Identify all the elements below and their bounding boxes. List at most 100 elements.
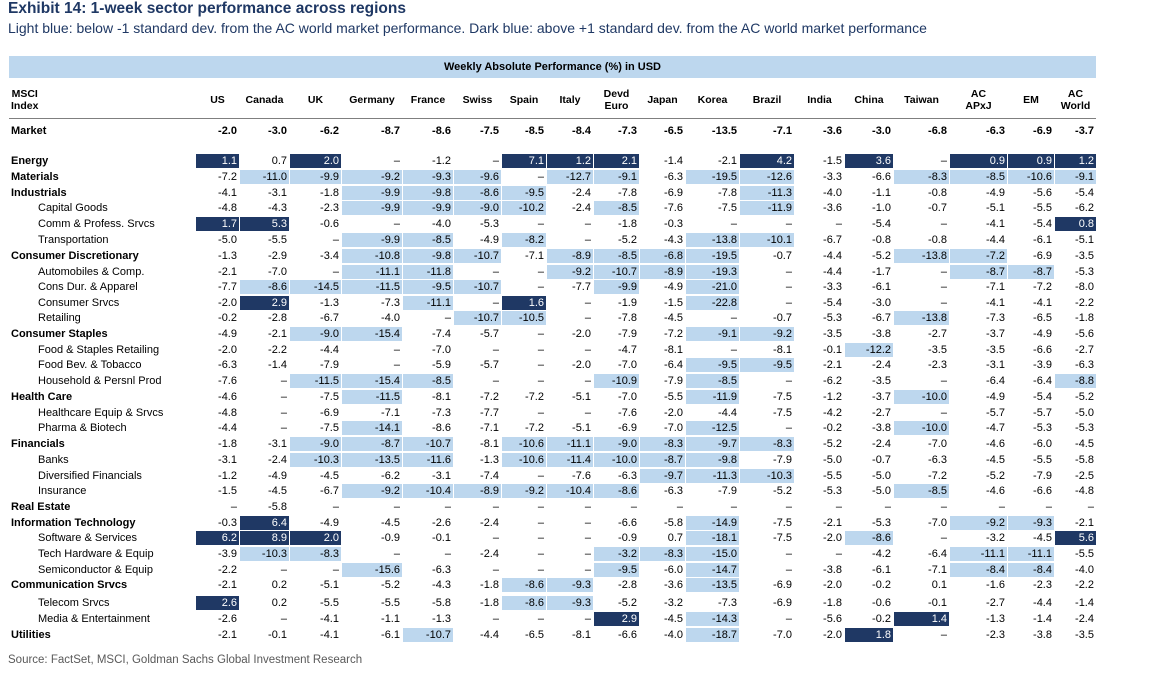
table-cell: -7.0 <box>928 438 947 450</box>
table-cell: – <box>537 470 544 482</box>
table-cell: -6.9 <box>1033 125 1052 137</box>
table-cell: -6.9 <box>664 187 683 199</box>
table-cell: -2.4 <box>572 187 591 199</box>
table-cell: – <box>584 407 591 419</box>
table-cell: -2.4 <box>572 202 591 214</box>
table-cell: -8.5 <box>403 233 453 247</box>
table-cell: 1.4 <box>894 612 949 626</box>
table-cell: -8.9 <box>640 265 685 279</box>
table-cell: 1.6 <box>502 296 546 310</box>
table-cell: -5.4 <box>1033 391 1052 403</box>
table-cell: -1.3 <box>320 297 339 309</box>
table-cell: – <box>584 564 591 576</box>
row-label: Health Care <box>11 391 73 403</box>
table-cell: -9.2 <box>950 516 1007 530</box>
table-cell: -4.4 <box>1033 597 1052 609</box>
table-cell: – <box>1087 501 1094 513</box>
table-cell: 1.7 <box>196 217 239 231</box>
table-cell: -14.3 <box>686 612 739 626</box>
table-cell: -0.1 <box>928 597 947 609</box>
table-cell: 2.1 <box>594 154 639 168</box>
table-cell: – <box>884 501 891 513</box>
table-cell: -11.5 <box>290 374 341 388</box>
table-cell: -7.1 <box>525 250 544 262</box>
table-cell: -8.6 <box>845 531 893 545</box>
table-cell: 0.7 <box>667 532 683 544</box>
table-cell: -8.3 <box>640 437 685 451</box>
table-cell: -7.9 <box>320 359 339 371</box>
table-cell: 1.1 <box>196 154 239 168</box>
table-cell: -3.4 <box>320 250 339 262</box>
table-cell: -1.4 <box>1033 613 1052 625</box>
table-cell: -0.9 <box>618 532 637 544</box>
table-cell: 2.0 <box>290 154 341 168</box>
table-cell: 8.9 <box>240 531 289 545</box>
row-label: Diversified Financials <box>38 470 142 482</box>
table-cell: -2.0 <box>823 579 842 591</box>
table-cell: 4.2 <box>740 154 794 168</box>
table-cell: – <box>393 344 400 356</box>
table-cell: – <box>537 532 544 544</box>
table-cell: -2.4 <box>268 454 287 466</box>
table-cell: -1.1 <box>872 187 891 199</box>
table-cell: -5.4 <box>1075 187 1094 199</box>
table-cell: – <box>785 564 792 576</box>
table-cell: -9.5 <box>594 563 639 577</box>
table-cell: -4.9 <box>320 517 339 529</box>
table-cell: -7.9 <box>773 454 792 466</box>
table-cell: -6.0 <box>1033 438 1052 450</box>
table-cell: -6.5 <box>1033 312 1052 324</box>
table-cell: -8.3 <box>740 437 794 451</box>
table-cell: -4.1 <box>320 629 339 641</box>
table-cell: -9.3 <box>403 170 453 184</box>
table-cell: -5.8 <box>1075 454 1094 466</box>
table-cell: -10.2 <box>502 201 546 215</box>
table-cell: -10.7 <box>403 437 453 451</box>
table-cell: -2.1 <box>268 328 287 340</box>
table-cell: 1.8 <box>845 628 893 642</box>
table-cell: – <box>393 218 400 230</box>
table-cell: -8.3 <box>894 170 949 184</box>
table-cell: -15.4 <box>342 374 402 388</box>
table-cell: -3.0 <box>268 125 287 137</box>
table-cell: -5.5 <box>1075 548 1094 560</box>
table-cell: – <box>444 312 451 324</box>
table-cell: -3.0 <box>872 125 891 137</box>
table-cell: – <box>393 359 400 371</box>
table-cell: -3.7 <box>872 391 891 403</box>
table-cell: -5.2 <box>1075 391 1094 403</box>
table-cell: -3.6 <box>823 202 842 214</box>
table-cell: -2.1 <box>218 266 237 278</box>
table-cell: -7.5 <box>718 202 737 214</box>
table-cell: -2.4 <box>480 517 499 529</box>
table-cell: -7.8 <box>718 187 737 199</box>
table-cell: -1.5 <box>664 297 683 309</box>
table-cell: -9.8 <box>686 453 739 467</box>
table-cell: -7.2 <box>480 391 499 403</box>
table-cell: – <box>785 297 792 309</box>
table-cell: -1.8 <box>218 438 237 450</box>
table-cell: -5.5 <box>381 597 400 609</box>
table-cell: -4.5 <box>664 613 683 625</box>
table-cell: – <box>280 375 287 387</box>
table-cell: 3.6 <box>845 154 893 168</box>
table-cell: -2.7 <box>1075 344 1094 356</box>
table-cell: -4.7 <box>618 344 637 356</box>
table-cell: – <box>730 501 737 513</box>
table-cell: -4.3 <box>432 579 451 591</box>
table-cell: 1.2 <box>1055 154 1096 168</box>
table-cell: -5.7 <box>480 359 499 371</box>
table-cell: -22.8 <box>686 296 739 310</box>
table-cell: -1.1 <box>381 613 400 625</box>
table-cell: -4.4 <box>320 344 339 356</box>
table-cell: – <box>332 234 339 246</box>
table-cell: -9.8 <box>403 249 453 263</box>
table-cell: – <box>584 517 591 529</box>
table-cell: -5.5 <box>268 234 287 246</box>
table-cell: – <box>940 375 947 387</box>
table-cell: -3.7 <box>1075 125 1094 137</box>
table-cell: -2.1 <box>218 579 237 591</box>
table-cell: -4.3 <box>664 234 683 246</box>
table-cell: -3.5 <box>823 328 842 340</box>
table-cell: -4.5 <box>381 517 400 529</box>
